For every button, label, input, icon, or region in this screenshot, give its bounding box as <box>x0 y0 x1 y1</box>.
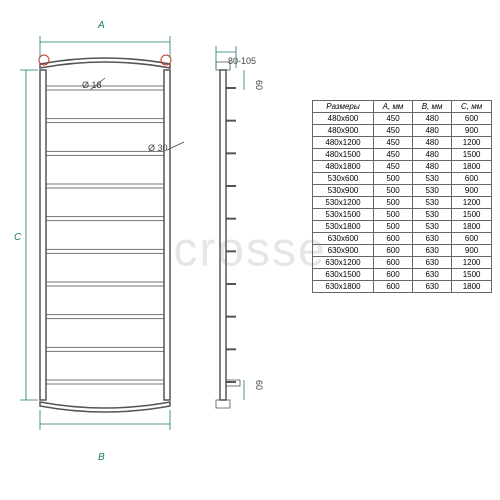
table-row: 630x900600630900 <box>313 245 492 257</box>
table-cell: 630x900 <box>313 245 374 257</box>
table-row: 630x15006006301500 <box>313 269 492 281</box>
table-cell: 1200 <box>452 197 492 209</box>
table-cell: 630x1500 <box>313 269 374 281</box>
table-row: 480x15004504801500 <box>313 149 492 161</box>
table-cell: 630 <box>413 257 452 269</box>
dia-30-label: Ø 30 <box>148 143 168 153</box>
table-cell: 630 <box>413 269 452 281</box>
table-cell: 450 <box>373 113 412 125</box>
table-cell: 1800 <box>452 281 492 293</box>
dim-label-a: A <box>98 20 105 31</box>
table-cell: 600 <box>373 233 412 245</box>
table-cell: 1800 <box>452 221 492 233</box>
table-cell: 630 <box>413 233 452 245</box>
table-cell: 500 <box>373 173 412 185</box>
table-row: 480x600450480600 <box>313 113 492 125</box>
technical-drawing: A B C Ø 18 Ø 30 80-105 60 60 <box>20 20 300 480</box>
table-cell: 600 <box>373 245 412 257</box>
dia-18-label: Ø 18 <box>82 80 102 90</box>
table-cell: 600 <box>373 281 412 293</box>
table-cell: 530x1500 <box>313 209 374 221</box>
dimension-table: РазмерыА, ммВ, ммС, мм 480x6004504806004… <box>312 100 492 293</box>
table-header: В, мм <box>413 101 452 113</box>
table-row: 530x15005005301500 <box>313 209 492 221</box>
table-cell: 900 <box>452 125 492 137</box>
table-cell: 530 <box>413 221 452 233</box>
table-cell: 450 <box>373 149 412 161</box>
table-cell: 530x600 <box>313 173 374 185</box>
gap-60-top: 60 <box>254 80 264 90</box>
table-header: С, мм <box>452 101 492 113</box>
table-cell: 500 <box>373 209 412 221</box>
table-cell: 480 <box>413 113 452 125</box>
table-cell: 600 <box>452 173 492 185</box>
table-row: 530x900500530900 <box>313 185 492 197</box>
table-row: 530x12005005301200 <box>313 197 492 209</box>
range-label: 80-105 <box>228 56 256 66</box>
dim-label-b: B <box>98 452 105 463</box>
table-cell: 500 <box>373 185 412 197</box>
table-cell: 530 <box>413 173 452 185</box>
dim-label-c: C <box>14 232 21 243</box>
table-cell: 450 <box>373 125 412 137</box>
table-cell: 600 <box>373 257 412 269</box>
table-cell: 900 <box>452 185 492 197</box>
table-row: 630x18006006301800 <box>313 281 492 293</box>
table-cell: 500 <box>373 197 412 209</box>
table-cell: 480x900 <box>313 125 374 137</box>
table-cell: 1500 <box>452 209 492 221</box>
table-cell: 480x600 <box>313 113 374 125</box>
table-row: 630x12006006301200 <box>313 257 492 269</box>
table-cell: 530 <box>413 197 452 209</box>
table-cell: 530x1800 <box>313 221 374 233</box>
table-cell: 900 <box>452 245 492 257</box>
table-cell: 480 <box>413 125 452 137</box>
table-cell: 1200 <box>452 137 492 149</box>
table-cell: 530x900 <box>313 185 374 197</box>
table-cell: 530 <box>413 185 452 197</box>
table-cell: 630x1800 <box>313 281 374 293</box>
table-cell: 630 <box>413 281 452 293</box>
table-cell: 530x1200 <box>313 197 374 209</box>
table-row: 480x12004504801200 <box>313 137 492 149</box>
table-cell: 600 <box>452 233 492 245</box>
table-row: 630x600600630600 <box>313 233 492 245</box>
table-cell: 450 <box>373 161 412 173</box>
table-cell: 600 <box>373 269 412 281</box>
table-cell: 480 <box>413 137 452 149</box>
table-cell: 1500 <box>452 269 492 281</box>
table-row: 480x900450480900 <box>313 125 492 137</box>
table-cell: 1500 <box>452 149 492 161</box>
table-header: Размеры <box>313 101 374 113</box>
table-row: 530x18005005301800 <box>313 221 492 233</box>
table-row: 480x18004504801800 <box>313 161 492 173</box>
table-cell: 480x1800 <box>313 161 374 173</box>
table-cell: 450 <box>373 137 412 149</box>
table-cell: 1800 <box>452 161 492 173</box>
table-cell: 600 <box>452 113 492 125</box>
table-row: 530x600500530600 <box>313 173 492 185</box>
table-cell: 480 <box>413 161 452 173</box>
table-cell: 500 <box>373 221 412 233</box>
table-cell: 480 <box>413 149 452 161</box>
table-header: А, мм <box>373 101 412 113</box>
table-cell: 530 <box>413 209 452 221</box>
table-cell: 630x600 <box>313 233 374 245</box>
table-cell: 480x1500 <box>313 149 374 161</box>
table-cell: 1200 <box>452 257 492 269</box>
gap-60-bot: 60 <box>254 380 264 390</box>
table-cell: 630x1200 <box>313 257 374 269</box>
table-cell: 480x1200 <box>313 137 374 149</box>
table-cell: 630 <box>413 245 452 257</box>
